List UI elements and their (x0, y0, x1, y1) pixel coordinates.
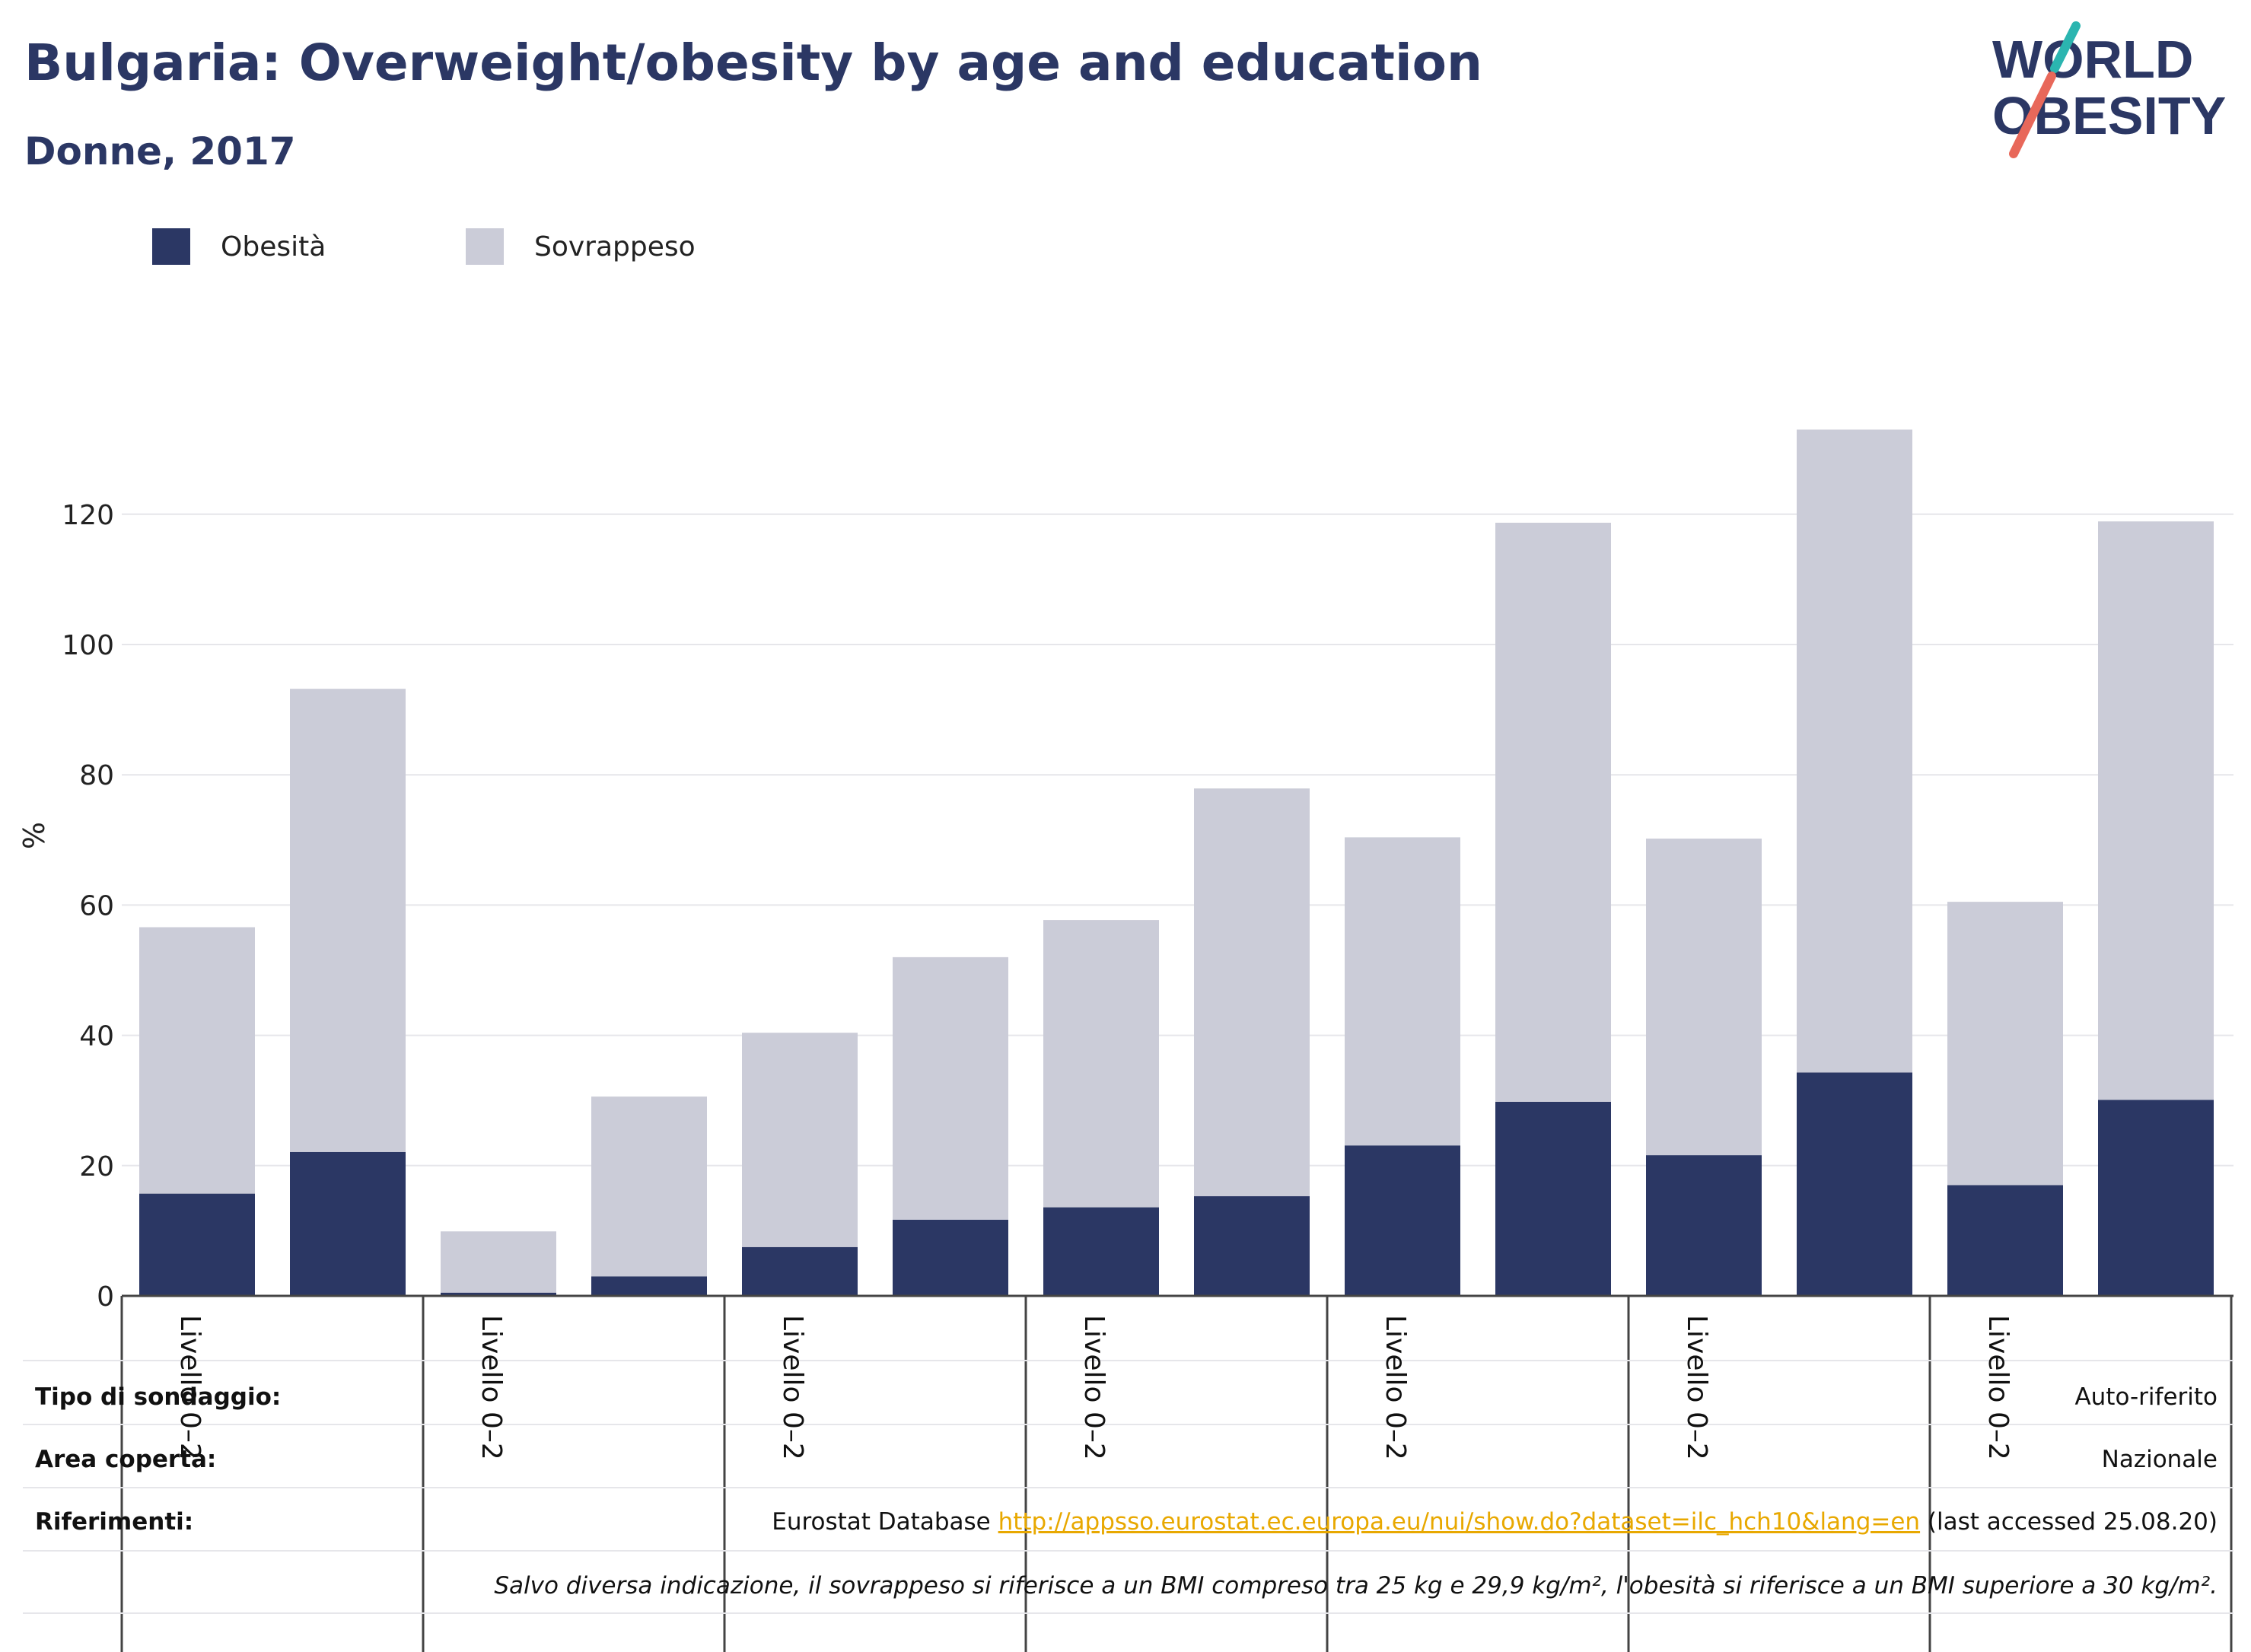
bar-overweight[interactable] (1495, 522, 1611, 1102)
y-tick-label: 80 (79, 760, 114, 791)
x-group-label: Livello 0–2 (174, 1315, 205, 1460)
bar-obesity[interactable] (1194, 1196, 1310, 1296)
bar-obesity[interactable] (139, 1193, 255, 1296)
bar-obesity[interactable] (1797, 1072, 1912, 1296)
bar-overweight[interactable] (1947, 902, 2063, 1186)
references-value: Eurostat Database http://appsso.eurostat… (772, 1508, 2218, 1536)
legend-label-overweight: Sovrappeso (534, 231, 696, 263)
x-group-label: Livello 0–2 (1380, 1315, 1411, 1460)
chart-title: Bulgaria: Overweight/obesity by age and … (24, 33, 1482, 92)
bar-obesity[interactable] (1043, 1207, 1159, 1296)
info-table-lines (23, 1296, 2233, 1652)
y-tick-label: 40 (79, 1021, 114, 1052)
bar-obesity[interactable] (441, 1292, 556, 1296)
references-label: Riferimenti: (35, 1508, 194, 1536)
x-group-label: Livello 0–2 (476, 1315, 507, 1460)
bar-overweight[interactable] (1194, 788, 1310, 1197)
bar-obesity[interactable] (591, 1276, 707, 1296)
survey-type-label: Tipo di sondaggio: (35, 1383, 282, 1411)
legend-item-overweight[interactable]: Sovrappeso (466, 225, 696, 268)
references-suffix: (last accessed 25.08.20) (1920, 1508, 2218, 1536)
bar-overweight[interactable] (742, 1033, 858, 1247)
references-link[interactable]: http://appsso.eurostat.ec.europa.eu/nui/… (998, 1508, 1921, 1536)
survey-type-value: Auto-riferito (2074, 1383, 2218, 1411)
definition-note: Salvo diversa indicazione, il sovrappeso… (494, 1572, 2218, 1599)
legend-label-obesity: Obesità (221, 231, 326, 263)
bar-overweight[interactable] (1646, 839, 1762, 1156)
bar-obesity[interactable] (1495, 1101, 1611, 1296)
legend-item-obesity[interactable]: Obesità (152, 225, 326, 268)
bar-obesity[interactable] (1947, 1185, 2063, 1296)
bar-obesity[interactable] (1646, 1155, 1762, 1296)
bar-obesity[interactable] (290, 1151, 406, 1296)
logo-slash-coral (2009, 72, 2056, 158)
bar-overweight[interactable] (1345, 837, 1460, 1146)
bar-overweight[interactable] (2098, 521, 2214, 1100)
bar-overweight[interactable] (139, 927, 255, 1194)
gridlines (122, 513, 2233, 1167)
y-tick-label: 60 (79, 890, 114, 921)
bar-overweight[interactable] (1043, 920, 1159, 1208)
bar-obesity[interactable] (742, 1246, 858, 1296)
bar-obesity[interactable] (1345, 1145, 1460, 1296)
legend-swatch-obesity (152, 228, 190, 265)
chart-subtitle: Donne, 2017 (24, 129, 296, 173)
references-prefix: Eurostat Database (772, 1508, 998, 1536)
y-tick-label: 20 (79, 1151, 114, 1183)
x-group-label: Livello 0–2 (1982, 1315, 2014, 1460)
x-group-label: Livello 0–2 (1681, 1315, 1712, 1460)
x-axis-labels: Livello 0–2 Livello 0–2 Livello 0–2 Livello… (174, 1315, 2014, 1460)
area-value: Nazionale (2101, 1446, 2218, 1473)
y-tick-label: 120 (62, 500, 114, 531)
bar-overweight[interactable] (893, 957, 1008, 1220)
bar-overweight[interactable] (290, 689, 406, 1152)
bar-obesity[interactable] (2098, 1100, 2214, 1296)
bar-obesity[interactable] (893, 1219, 1008, 1296)
y-axis-ticks: 0 20 40 60 80 100 120 (62, 500, 114, 1313)
area-label: Area coperta: (35, 1446, 217, 1473)
world-obesity-logo: WORLD OBESITY (1992, 21, 2226, 158)
bars (122, 429, 2233, 1297)
bar-overweight[interactable] (441, 1231, 556, 1293)
x-group-label: Livello 0–2 (777, 1315, 808, 1460)
x-group-label: Livello 0–2 (1078, 1315, 1110, 1460)
bar-overweight[interactable] (1797, 429, 1912, 1073)
logo-text-world: WORLD (1992, 30, 2193, 89)
bar-overweight[interactable] (591, 1097, 707, 1277)
legend-swatch-overweight (466, 228, 504, 265)
y-axis-label: % (18, 822, 51, 849)
y-tick-label: 0 (97, 1281, 114, 1313)
y-tick-label: 100 (62, 630, 114, 661)
logo-slash-teal (2050, 21, 2081, 73)
